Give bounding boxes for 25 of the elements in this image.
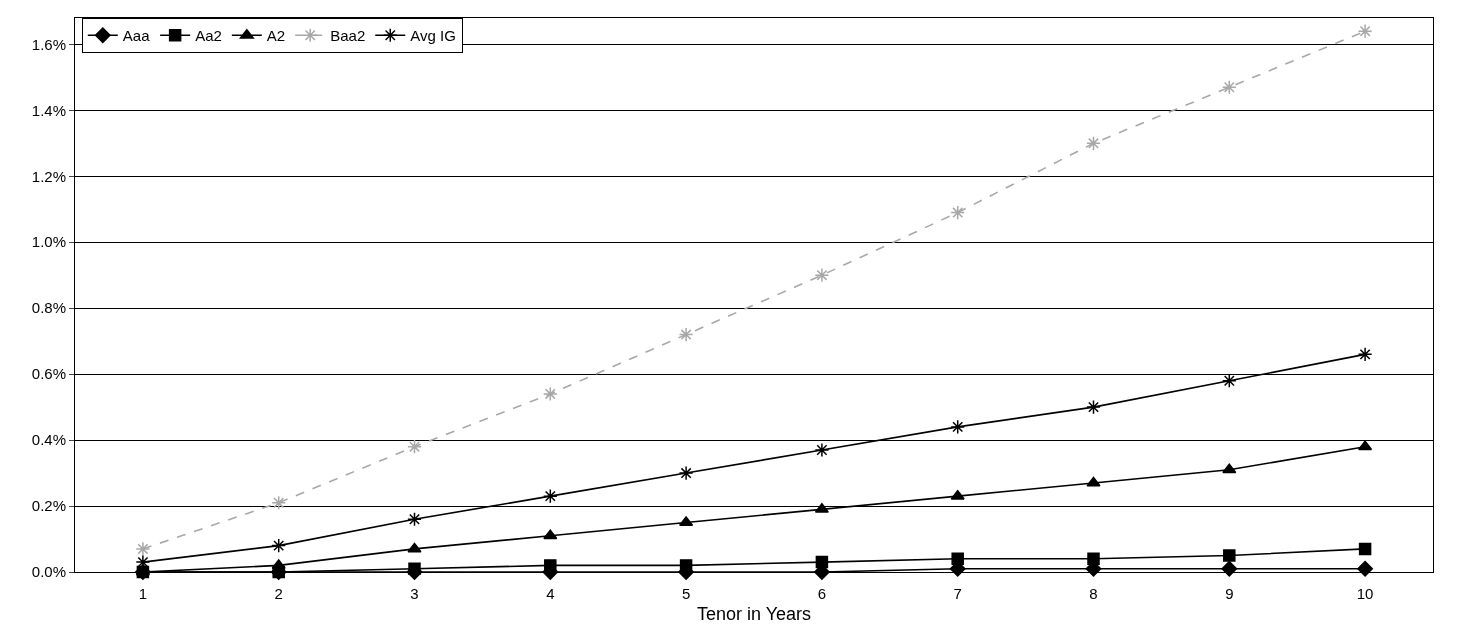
x-tick-label: 7 bbox=[953, 585, 962, 602]
y-tick-label: 0.0% bbox=[31, 563, 66, 581]
legend-label: Avg IG bbox=[410, 27, 456, 45]
legend-label: A2 bbox=[266, 27, 286, 45]
y-tick-label: 1.0% bbox=[31, 233, 66, 251]
y-tick-label: 0.6% bbox=[31, 365, 66, 383]
legend-label: Aa2 bbox=[195, 27, 222, 45]
y-tick-label: 0.2% bbox=[31, 497, 66, 515]
x-tick-label: 4 bbox=[546, 585, 555, 602]
legend-label: Aaa bbox=[122, 27, 151, 45]
x-tick-label: 1 bbox=[138, 585, 148, 602]
x-tick-label: 3 bbox=[410, 585, 419, 602]
x-tick-label: 5 bbox=[681, 585, 691, 602]
y-tick-label: 1.6% bbox=[31, 35, 66, 53]
x-tick-label: 6 bbox=[817, 585, 827, 602]
x-tick-label: 9 bbox=[1225, 585, 1234, 602]
y-tick-label: 1.4% bbox=[31, 101, 66, 119]
x-tick-label: 10 bbox=[1356, 585, 1374, 602]
y-tick-label: 1.2% bbox=[31, 167, 66, 185]
x-axis-title: Tenor in Years bbox=[696, 604, 812, 625]
x-tick-label: 8 bbox=[1089, 585, 1098, 602]
x-tick-label: 2 bbox=[274, 585, 283, 602]
y-tick-label: 0.8% bbox=[31, 299, 66, 317]
y-tick-label: 0.4% bbox=[31, 431, 66, 449]
legend-label: Baa2 bbox=[330, 27, 366, 45]
